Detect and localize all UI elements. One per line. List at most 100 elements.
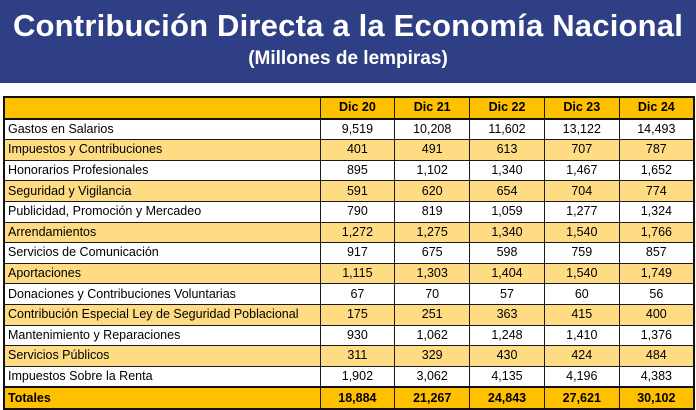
row-value: 1,248 <box>469 324 545 347</box>
total-value: 27,621 <box>543 386 620 410</box>
row-value: 591 <box>319 180 396 202</box>
row-label: Impuestos y Contribuciones <box>3 139 321 161</box>
row-value: 56 <box>618 283 695 305</box>
column-header-dic-24: Dic 24 <box>618 96 695 120</box>
row-value: 329 <box>394 345 471 367</box>
table-row: Seguridad y Vigilancia 591 620 654 704 774 <box>3 180 695 202</box>
row-value: 613 <box>469 139 545 161</box>
row-value: 819 <box>394 200 471 223</box>
table-row: Arrendamientos 1,272 1,275 1,340 1,540 1,766 <box>3 221 695 244</box>
row-value: 1,272 <box>319 221 396 244</box>
row-value: 67 <box>319 283 396 305</box>
row-label: Servicios de Comunicación <box>3 242 321 264</box>
row-value: 1,540 <box>543 262 620 285</box>
table-row: Impuestos Sobre la Renta 1,902 3,062 4,135 4… <box>3 365 695 388</box>
row-value: 9,519 <box>319 118 396 141</box>
table-body: Gastos en Salarios 9,519 10,208 11,602 13,12… <box>3 118 695 388</box>
row-label: Mantenimiento y Reparaciones <box>3 324 321 347</box>
row-value: 1,540 <box>543 221 620 244</box>
row-value: 484 <box>618 345 695 367</box>
row-value: 4,135 <box>469 365 545 388</box>
row-value: 60 <box>543 283 620 305</box>
row-label: Aportaciones <box>3 262 321 285</box>
column-header-dic-21: Dic 21 <box>394 96 471 120</box>
row-label: Publicidad, Promoción y Mercadeo <box>3 200 321 223</box>
row-value: 400 <box>618 303 695 326</box>
row-value: 1,376 <box>618 324 695 347</box>
table-row: Donaciones y Contribuciones Voluntarias 6… <box>3 283 695 305</box>
row-label: Impuestos Sobre la Renta <box>3 365 321 388</box>
row-value: 11,602 <box>469 118 545 141</box>
row-label: Servicios Públicos <box>3 345 321 367</box>
row-value: 759 <box>543 242 620 264</box>
page-title: Contribución Directa a la Economía Nacio… <box>12 8 684 43</box>
row-value: 430 <box>469 345 545 367</box>
total-value: 30,102 <box>618 386 695 410</box>
row-value: 1,410 <box>543 324 620 347</box>
row-value: 70 <box>394 283 471 305</box>
title-banner: Contribución Directa a la Economía Nacio… <box>0 0 696 83</box>
row-value: 1,275 <box>394 221 471 244</box>
row-value: 415 <box>543 303 620 326</box>
table-row: Impuestos y Contribuciones 401 491 613 707 78… <box>3 139 695 161</box>
table-row: Servicios Públicos 311 329 430 424 484 <box>3 345 695 367</box>
row-value: 1,340 <box>469 159 545 182</box>
row-value: 4,383 <box>618 365 695 388</box>
row-value: 251 <box>394 303 471 326</box>
row-value: 787 <box>618 139 695 161</box>
row-value: 1,902 <box>319 365 396 388</box>
column-header-label <box>3 96 321 120</box>
row-value: 707 <box>543 139 620 161</box>
total-value: 21,267 <box>394 386 471 410</box>
row-value: 1,115 <box>319 262 396 285</box>
row-label: Arrendamientos <box>3 221 321 244</box>
row-value: 1,303 <box>394 262 471 285</box>
totals-row: Totales 18,884 21,267 24,843 27,621 30,1… <box>3 386 695 410</box>
row-value: 311 <box>319 345 396 367</box>
row-value: 1,404 <box>469 262 545 285</box>
page-subtitle: (Millones de lempiras) <box>248 48 448 69</box>
column-header-dic-23: Dic 23 <box>543 96 620 120</box>
table-row: Mantenimiento y Reparaciones 930 1,062 1,24… <box>3 324 695 347</box>
row-value: 57 <box>469 283 545 305</box>
row-value: 1,059 <box>469 200 545 223</box>
row-value: 1,102 <box>394 159 471 182</box>
total-value: 24,843 <box>469 386 545 410</box>
row-value: 424 <box>543 345 620 367</box>
table-row: Honorarios Profesionales 895 1,102 1,340 1,4… <box>3 159 695 182</box>
row-value: 1,766 <box>618 221 695 244</box>
row-value: 1,652 <box>618 159 695 182</box>
row-label: Donaciones y Contribuciones Voluntarias <box>3 283 321 305</box>
column-header-dic-20: Dic 20 <box>319 96 396 120</box>
row-value: 790 <box>319 200 396 223</box>
contribution-table: Dic 20 Dic 21 Dic 22 Dic 23 Dic 24 Gasto… <box>3 96 695 410</box>
row-value: 401 <box>319 139 396 161</box>
row-value: 1,749 <box>618 262 695 285</box>
table-row: Publicidad, Promoción y Mercadeo 790 819 1,… <box>3 200 695 223</box>
row-value: 675 <box>394 242 471 264</box>
row-value: 4,196 <box>543 365 620 388</box>
table-row: Aportaciones 1,115 1,303 1,404 1,540 1,749 <box>3 262 695 285</box>
row-label: Seguridad y Vigilancia <box>3 180 321 202</box>
row-value: 857 <box>618 242 695 264</box>
table-header-row: Dic 20 Dic 21 Dic 22 Dic 23 Dic 24 <box>3 96 695 120</box>
total-value: 18,884 <box>319 386 396 410</box>
column-header-dic-22: Dic 22 <box>469 96 545 120</box>
row-value: 895 <box>319 159 396 182</box>
totals-label: Totales <box>3 386 321 410</box>
row-value: 1,277 <box>543 200 620 223</box>
row-value: 930 <box>319 324 396 347</box>
row-value: 13,122 <box>543 118 620 141</box>
row-value: 1,062 <box>394 324 471 347</box>
row-value: 917 <box>319 242 396 264</box>
row-label: Contribución Especial Ley de Seguridad P… <box>3 303 321 326</box>
row-label: Honorarios Profesionales <box>3 159 321 182</box>
row-value: 704 <box>543 180 620 202</box>
row-value: 774 <box>618 180 695 202</box>
table-row: Gastos en Salarios 9,519 10,208 11,602 13,12… <box>3 118 695 141</box>
table-row: Servicios de Comunicación 917 675 598 759 857 <box>3 242 695 264</box>
row-value: 363 <box>469 303 545 326</box>
row-value: 1,467 <box>543 159 620 182</box>
row-value: 10,208 <box>394 118 471 141</box>
table-row: Contribución Especial Ley de Seguridad P… <box>3 303 695 326</box>
